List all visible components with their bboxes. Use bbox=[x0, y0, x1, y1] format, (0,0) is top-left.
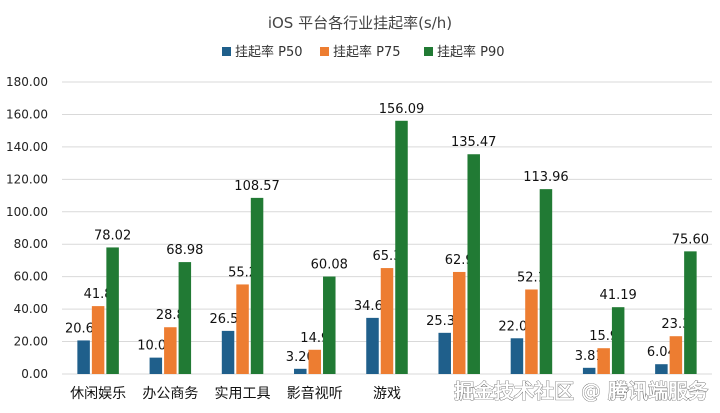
data-label-s3-c9: 75.60 bbox=[672, 232, 709, 247]
chart-title: iOS 平台各行业挂起率(s/h) bbox=[268, 14, 452, 32]
bar-s2-c2 bbox=[164, 327, 177, 374]
y-tick-label-1: 20.00 bbox=[14, 335, 48, 349]
data-label-s3-c2: 68.98 bbox=[166, 243, 203, 258]
bar-s1-c5 bbox=[366, 317, 379, 374]
bar-s2-c1 bbox=[91, 306, 105, 374]
y-tick-label-9: 180.00 bbox=[6, 75, 48, 89]
data-label-s3-c1: 78.02 bbox=[94, 228, 131, 243]
bar-s2-c6 bbox=[452, 271, 466, 374]
bar-s2-c5 bbox=[380, 268, 394, 374]
category-label-2: 办公商务 bbox=[142, 386, 198, 402]
data-label-s3-c5: 156.09 bbox=[379, 102, 425, 117]
legend-label-2: 挂起率 P75 bbox=[333, 44, 401, 60]
y-tick-label-3: 60.00 bbox=[14, 270, 48, 284]
data-label-s3-c4: 60.08 bbox=[311, 258, 348, 273]
data-label-s3-c3: 108.57 bbox=[234, 179, 280, 194]
data-label-s2-c8: 15.9 bbox=[589, 329, 618, 344]
y-tick-label-6: 120.00 bbox=[6, 172, 48, 186]
data-label-s2-c6: 62.9 bbox=[445, 253, 474, 268]
bar-s3-c7 bbox=[539, 189, 553, 374]
data-label-s1-c8: 3.81 bbox=[575, 349, 604, 364]
category-label-4: 影音视听 bbox=[287, 385, 343, 402]
y-tick-label-8: 160.00 bbox=[6, 107, 48, 121]
data-label-s2-c3: 55.2 bbox=[228, 265, 257, 280]
bar-s1-c1 bbox=[77, 340, 90, 374]
y-tick-label-0: 0.00 bbox=[21, 367, 48, 381]
legend-swatch-1 bbox=[222, 47, 231, 56]
bar-s3-c9 bbox=[684, 251, 697, 374]
data-label-s2-c5: 65.3 bbox=[373, 249, 402, 264]
data-label-s3-c6: 135.47 bbox=[451, 135, 497, 150]
legend-label-1: 挂起率 P50 bbox=[235, 44, 303, 60]
category-label-5: 游戏 bbox=[373, 386, 401, 402]
y-tick-label-5: 100.00 bbox=[6, 205, 48, 219]
bar-s1-c4 bbox=[294, 368, 307, 374]
data-label-s3-c8: 41.19 bbox=[600, 288, 637, 303]
y-tick-label-2: 40.00 bbox=[14, 302, 48, 316]
legend-label-3: 挂起率 P90 bbox=[437, 44, 505, 60]
bar-s3-c4 bbox=[323, 276, 336, 374]
data-label-s3-c7: 113.96 bbox=[523, 170, 569, 185]
bar-s1-c8 bbox=[582, 367, 596, 374]
bar-s3-c2 bbox=[178, 262, 192, 374]
bar-s2-c4 bbox=[308, 349, 322, 374]
category-label-3: 实用工具 bbox=[215, 386, 271, 402]
bar-s2-c9 bbox=[669, 336, 683, 374]
bar-s3-c3 bbox=[250, 197, 264, 374]
legend-swatch-2 bbox=[320, 47, 329, 56]
data-label-s2-c1: 41.8 bbox=[84, 287, 113, 302]
data-label-s1-c9: 6.04 bbox=[647, 345, 676, 360]
bar-s3-c1 bbox=[106, 247, 119, 374]
bar-s1-c2 bbox=[149, 357, 163, 374]
bar-s2-c8 bbox=[597, 348, 610, 374]
bar-s2-c3 bbox=[236, 284, 249, 374]
data-label-s2-c4: 14.9 bbox=[300, 331, 329, 346]
watermark: 掘金技术社区 @ 腾讯端服务 bbox=[454, 379, 709, 403]
y-tick-label-7: 140.00 bbox=[6, 140, 48, 154]
bar-s1-c3 bbox=[221, 330, 235, 374]
bar-s3-c8 bbox=[611, 307, 625, 374]
data-label-s2-c7: 52.1 bbox=[517, 270, 546, 285]
bar-s2-c7 bbox=[525, 289, 538, 374]
data-label-s2-c9: 23.3 bbox=[661, 317, 690, 332]
data-label-s2-c2: 28.8 bbox=[156, 308, 185, 323]
bar-s3-c6 bbox=[467, 154, 480, 374]
bar-s1-c6 bbox=[438, 332, 451, 374]
legend-swatch-3 bbox=[424, 47, 433, 56]
y-tick-label-4: 80.00 bbox=[14, 237, 48, 251]
bar-s1-c9 bbox=[655, 364, 668, 374]
data-label-s1-c4: 3.20 bbox=[286, 350, 315, 365]
category-label-1: 休闲娱乐 bbox=[70, 386, 126, 402]
bar-s1-c7 bbox=[510, 338, 524, 374]
bar-s3-c5 bbox=[395, 120, 408, 375]
